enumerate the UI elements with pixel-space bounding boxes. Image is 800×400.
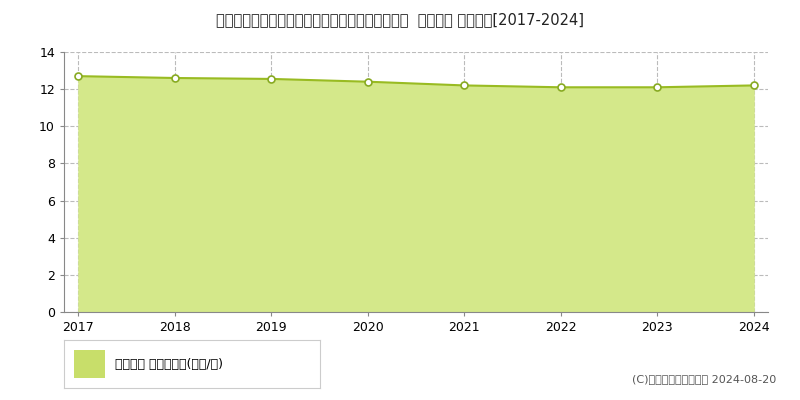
Point (747, 82, 760, 89)
Text: 地価公示 平均坪単価(万円/坪): 地価公示 平均坪単価(万円/坪) (115, 358, 223, 370)
Point (650, 84, 663, 90)
Point (362, 78, 374, 85)
Point (72, 73, 85, 79)
Text: (C)土地価格ドットコム 2024-08-20: (C)土地価格ドットコム 2024-08-20 (632, 374, 776, 384)
Text: 栃木県栃木市大平町牛久字皀角子戸８０７番４外  地価公示 地価推移[2017-2024]: 栃木県栃木市大平町牛久字皀角子戸８０７番４外 地価公示 地価推移[2017-20… (216, 12, 584, 27)
Point (169, 75, 182, 81)
Point (265, 76, 278, 82)
Point (458, 82, 470, 89)
FancyBboxPatch shape (74, 350, 105, 378)
Point (554, 84, 567, 90)
